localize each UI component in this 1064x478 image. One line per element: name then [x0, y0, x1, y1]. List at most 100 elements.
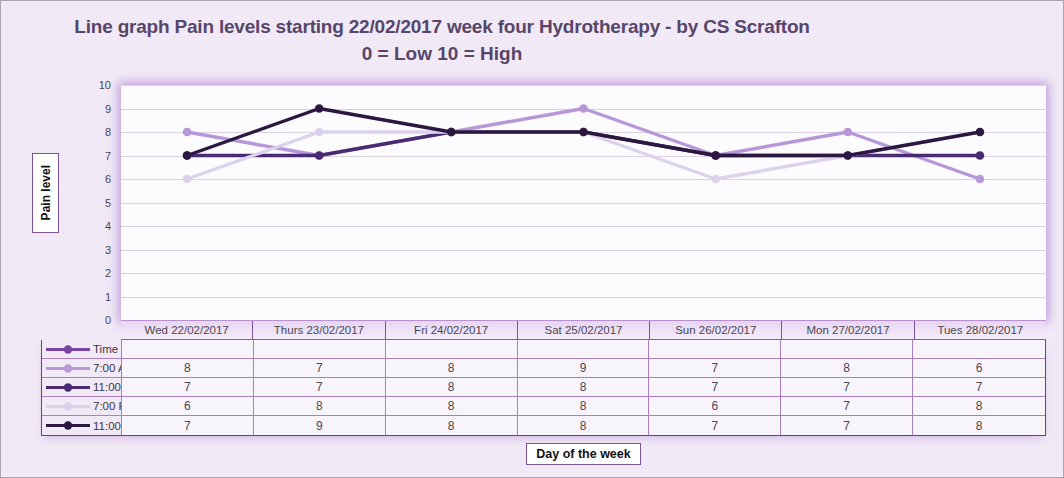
table-value-cell: 6: [913, 359, 1045, 378]
chart-title-line2: 0 = Low 10 = High: [1, 40, 883, 67]
legend-marker-icon: [45, 363, 91, 374]
data-point-marker: [579, 104, 588, 113]
table-value-cell: [913, 340, 1045, 359]
table-value-cell: 7: [649, 378, 781, 397]
x-category-label: Tues 28/02/2017: [915, 321, 1046, 339]
y-tick-label: 8: [81, 125, 111, 139]
data-point-marker: [711, 151, 720, 160]
table-value-cell: 8: [122, 359, 254, 378]
data-point-marker: [711, 175, 720, 184]
y-axis-title: Pain level: [39, 165, 53, 220]
legend-marker-icon: [45, 401, 91, 412]
series-name-label: Time: [93, 343, 118, 355]
y-tick-label: 1: [81, 290, 111, 304]
y-axis-title-box: Pain level: [32, 153, 59, 233]
table-value-cell: 8: [386, 378, 518, 397]
table-value-cell: 7: [649, 359, 781, 378]
legend-marker-icon: [45, 344, 91, 355]
table-value-cell: [649, 340, 781, 359]
data-table: Time7:00 AM878978611:00 AM77887777:00 PM…: [41, 340, 1046, 436]
table-value-cell: [386, 340, 518, 359]
x-axis-title: Day of the week: [536, 447, 630, 461]
legend-marker-icon: [45, 382, 91, 393]
data-point-marker: [843, 128, 852, 137]
table-value-cell: 8: [913, 397, 1045, 416]
x-category-label: Sun 26/02/2017: [650, 321, 782, 339]
x-category-label: Fri 24/02/2017: [386, 321, 518, 339]
table-value-cell: 8: [386, 359, 518, 378]
y-tick-label: 0: [81, 313, 111, 327]
table-value-cell: 8: [518, 416, 650, 435]
table-row: 7:00 AM8789786: [42, 359, 1045, 378]
legend-cell: 7:00 PM: [42, 397, 122, 416]
data-point-marker: [315, 104, 324, 113]
table-value-cell: 7: [649, 416, 781, 435]
table-value-cell: 7: [781, 378, 913, 397]
data-point-marker: [183, 128, 192, 137]
table-row: 11:00 AM7788777: [42, 378, 1045, 397]
table-value-cell: 8: [518, 378, 650, 397]
legend-cell: 11:00 AM: [42, 378, 122, 397]
y-tick-label: 10: [81, 78, 111, 92]
x-axis-title-box: Day of the week: [526, 443, 640, 465]
legend-cell: Time: [42, 340, 122, 359]
data-point-marker: [315, 151, 324, 160]
table-value-cell: 6: [122, 397, 254, 416]
plot-area: [121, 85, 1046, 320]
data-point-marker: [976, 151, 985, 160]
y-tick-label: 7: [81, 149, 111, 163]
table-value-cell: 8: [913, 416, 1045, 435]
data-point-marker: [315, 128, 324, 137]
x-category-label: Sat 25/02/2017: [518, 321, 650, 339]
y-tick-label: 5: [81, 196, 111, 210]
legend-cell: 7:00 AM: [42, 359, 122, 378]
y-tick-label: 2: [81, 266, 111, 280]
table-value-cell: [518, 340, 650, 359]
series-name-label: 11:00 PM: [93, 420, 122, 432]
x-axis-title-wrap: Day of the week: [121, 443, 1046, 465]
series-name-label: 7:00 AM: [93, 362, 122, 374]
table-value-cell: 9: [254, 416, 386, 435]
data-point-marker: [579, 128, 588, 137]
table-value-cell: 7: [913, 378, 1045, 397]
chart-title: Line graph Pain levels starting 22/02/20…: [1, 13, 883, 67]
y-tick-label: 9: [81, 102, 111, 116]
table-value-cell: [781, 340, 913, 359]
legend-cell: 11:00 PM: [42, 416, 122, 435]
table-value-cell: [254, 340, 386, 359]
table-row: 11:00 PM7988778: [42, 416, 1045, 435]
x-category-label: Mon 27/02/2017: [782, 321, 914, 339]
table-value-cell: 8: [254, 397, 386, 416]
data-point-marker: [183, 151, 192, 160]
table-value-cell: 8: [781, 359, 913, 378]
y-tick-label: 4: [81, 219, 111, 233]
table-value-cell: 8: [386, 416, 518, 435]
table-value-cell: 9: [518, 359, 650, 378]
data-point-marker: [976, 175, 985, 184]
data-point-marker: [843, 151, 852, 160]
table-row: Time: [42, 340, 1045, 359]
data-point-marker: [976, 128, 985, 137]
table-value-cell: 7: [781, 397, 913, 416]
x-axis-category-band: Wed 22/02/2017Thurs 23/02/2017Fri 24/02/…: [121, 320, 1046, 340]
data-point-marker: [183, 175, 192, 184]
series-line-7-00-am: [187, 109, 980, 180]
table-value-cell: 8: [386, 397, 518, 416]
legend-marker-icon: [45, 420, 91, 431]
table-value-cell: 8: [518, 397, 650, 416]
series-name-label: 11:00 AM: [93, 381, 122, 393]
y-tick-label: 3: [81, 243, 111, 257]
table-value-cell: 7: [781, 416, 913, 435]
table-value-cell: [122, 340, 254, 359]
line-series-canvas: [121, 85, 1046, 320]
data-point-marker: [447, 128, 456, 137]
x-category-label: Wed 22/02/2017: [121, 321, 253, 339]
table-value-cell: 7: [254, 359, 386, 378]
table-row: 7:00 PM6888678: [42, 397, 1045, 416]
table-value-cell: 7: [254, 378, 386, 397]
table-value-cell: 7: [122, 378, 254, 397]
series-name-label: 7:00 PM: [93, 400, 122, 412]
x-category-label: Thurs 23/02/2017: [253, 321, 385, 339]
table-value-cell: 6: [649, 397, 781, 416]
y-tick-label: 6: [81, 172, 111, 186]
